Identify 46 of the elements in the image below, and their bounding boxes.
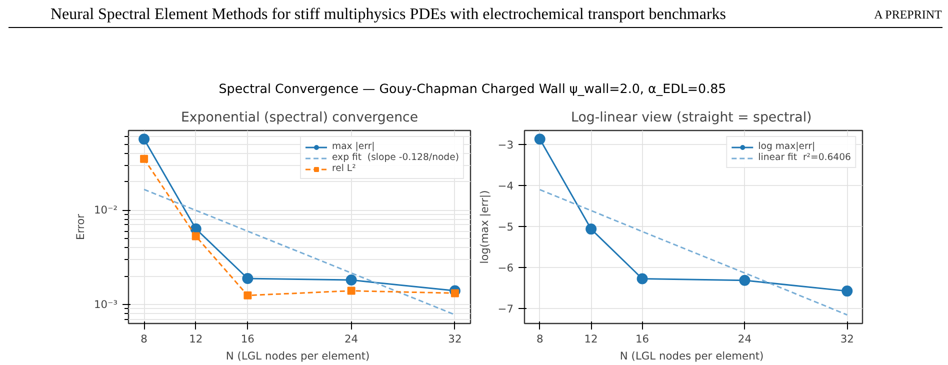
chart-title: Log-linear view (straight = spectral)	[571, 110, 812, 126]
y-tick-label: −4	[498, 180, 514, 193]
legend-label: linear fit r²=0.6406	[758, 152, 851, 163]
y-tick-label: 10⁻³	[94, 298, 118, 312]
line-series	[539, 188, 848, 316]
y-axis-title: Error	[74, 213, 88, 240]
point	[140, 154, 148, 163]
x-tick-label: 8	[536, 332, 544, 346]
y-tick-label: −3	[498, 138, 514, 152]
y-tick-label: −7	[498, 302, 514, 316]
y-tick-label: 10⁻²	[94, 204, 118, 217]
x-tick-label: 24	[344, 332, 358, 346]
y-tick-label: −5	[498, 220, 514, 234]
x-tick-label: 16	[636, 332, 650, 346]
x-tick-label: 12	[584, 332, 598, 346]
chart-title: Exponential (spectral) convergence	[180, 110, 418, 126]
point	[739, 274, 750, 286]
text: Neural Spectral Element Methods for stiff multiphysics PDEs with electrochemical transport benchmarks	[50, 6, 726, 23]
legend-label: rel L²	[332, 163, 356, 174]
legend-label: exp fit (slope -0.128/node)	[332, 152, 459, 163]
point	[346, 274, 357, 286]
x-tick-label: 32	[448, 332, 462, 346]
x-tick-label: 16	[240, 332, 255, 346]
point	[242, 272, 254, 284]
x-axis-title: N (LGL nodes per element)	[226, 350, 370, 362]
point	[586, 224, 597, 235]
text: Spectral Convergence — Gouy-Chapman Charged Wall ψ_wall=2.0, α_EDL=0.85	[218, 81, 726, 96]
x-tick-label: 32	[840, 332, 854, 346]
x-tick-label: 8	[140, 332, 148, 346]
x-tick-label: 24	[738, 332, 752, 346]
point	[192, 232, 200, 240]
text: A PREPRINT	[874, 8, 943, 22]
x-axis-title: N (LGL nodes per element)	[620, 350, 764, 362]
point	[244, 291, 252, 300]
y-tick-label: −6	[498, 262, 514, 275]
x-tick-label: 12	[189, 332, 203, 346]
legend-label: max |err|	[332, 141, 375, 152]
point	[450, 289, 459, 298]
y-axis-title: log(max |err|)	[478, 190, 491, 264]
point	[138, 134, 150, 145]
point	[636, 273, 648, 284]
point	[534, 134, 546, 145]
point	[347, 286, 356, 295]
line-series	[143, 188, 456, 316]
point	[842, 286, 853, 297]
legend-label: log max|err|	[758, 141, 816, 152]
